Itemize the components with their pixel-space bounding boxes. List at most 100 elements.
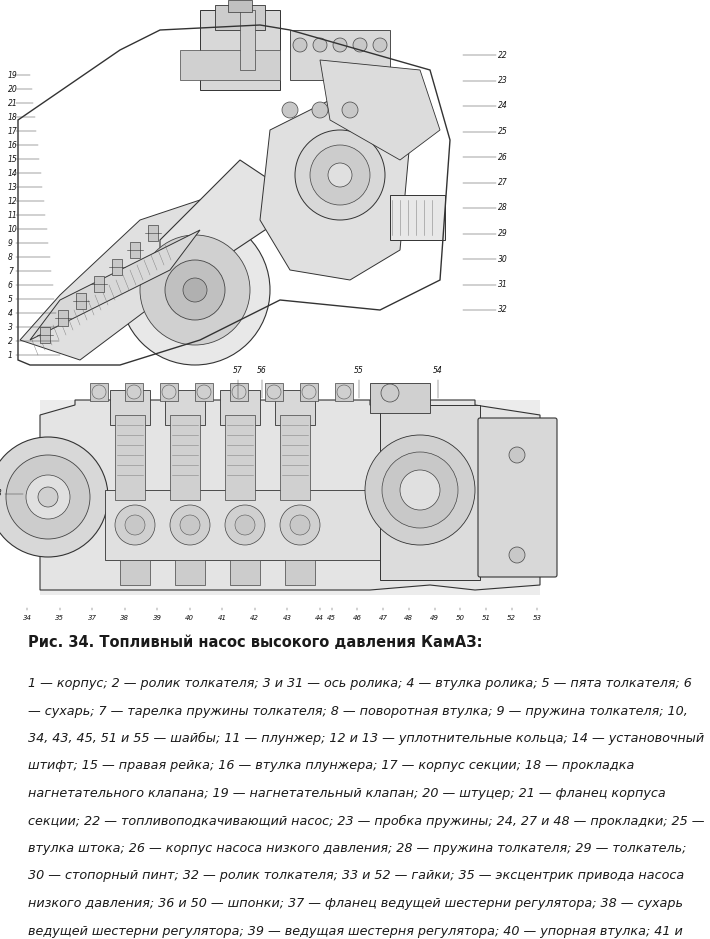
Text: 46: 46	[353, 615, 362, 621]
Text: секции; 22 — топливоподкачивающий насос; 23 — пробка пружины; 24, 27 и 48 — прок: секции; 22 — топливоподкачивающий насос;…	[28, 814, 704, 827]
Text: ведущей шестерни регулятора; 39 — ведущая шестерня регулятора; 40 — упорная втул: ведущей шестерни регулятора; 39 — ведуща…	[28, 925, 683, 937]
Text: 27: 27	[498, 178, 508, 187]
Circle shape	[165, 260, 225, 320]
Circle shape	[0, 437, 108, 557]
Text: 31: 31	[498, 280, 508, 289]
Text: 40: 40	[185, 615, 194, 621]
Circle shape	[509, 547, 525, 563]
Text: 52: 52	[507, 615, 516, 621]
Text: 45: 45	[327, 615, 337, 621]
Text: 48: 48	[404, 615, 413, 621]
Bar	[265, 383, 283, 401]
Text: 23: 23	[498, 76, 508, 85]
Text: 21: 21	[8, 99, 18, 107]
Text: 24: 24	[498, 101, 508, 111]
Bar	[230, 560, 260, 585]
Bar	[148, 225, 158, 241]
Text: 57: 57	[233, 366, 243, 375]
Polygon shape	[40, 400, 540, 590]
Circle shape	[38, 487, 58, 507]
Text: 29: 29	[498, 229, 508, 238]
Bar	[10, 5, 490, 365]
Text: 54: 54	[432, 366, 442, 375]
Text: — сухарь; 7 — тарелка пружины толкателя; 8 — поворотная втулка; 9 — пружина толк: — сухарь; 7 — тарелка пружины толкателя;…	[28, 704, 688, 717]
Bar	[215, 5, 265, 30]
Text: 8: 8	[8, 253, 13, 261]
Bar	[220, 390, 260, 425]
Text: нагнетательного клапана; 19 — нагнетательный клапан; 20 — штуцер; 21 — фланец ко: нагнетательного клапана; 19 — нагнетател…	[28, 787, 666, 800]
Text: 1 — корпус; 2 — ролик толкателя; 3 и 31 — ось ролика; 4 — втулка ролика; 5 — пят: 1 — корпус; 2 — ролик толкателя; 3 и 31 …	[28, 677, 692, 690]
Text: 5: 5	[8, 295, 13, 303]
Bar	[195, 383, 213, 401]
Text: 41: 41	[217, 615, 226, 621]
Circle shape	[280, 505, 320, 545]
Text: 14: 14	[8, 168, 18, 177]
Text: 1: 1	[8, 350, 13, 360]
Circle shape	[382, 452, 458, 528]
Circle shape	[293, 38, 307, 52]
Polygon shape	[320, 60, 440, 160]
Text: 30 — стопорный пинт; 32 — ролик толкателя; 33 и 52 — гайки; 35 — эксцентрик прив: 30 — стопорный пинт; 32 — ролик толкател…	[28, 870, 684, 883]
Text: 33: 33	[0, 489, 3, 499]
Bar	[230, 383, 248, 401]
Text: 55: 55	[354, 366, 364, 375]
Text: 11: 11	[8, 210, 18, 220]
Circle shape	[295, 130, 385, 220]
Text: 30: 30	[498, 254, 508, 264]
Circle shape	[183, 278, 207, 302]
Text: 17: 17	[8, 127, 18, 135]
Circle shape	[125, 515, 145, 535]
Bar	[200, 10, 280, 90]
Text: 56: 56	[257, 366, 267, 375]
Bar	[335, 383, 353, 401]
Text: 38: 38	[120, 615, 129, 621]
FancyBboxPatch shape	[478, 418, 557, 577]
Text: 13: 13	[8, 182, 18, 192]
Circle shape	[115, 505, 155, 545]
Bar	[228, 0, 252, 12]
Text: 22: 22	[498, 51, 508, 59]
Bar	[285, 560, 315, 585]
Bar	[40, 400, 540, 595]
Bar	[160, 383, 178, 401]
Circle shape	[170, 505, 210, 545]
Text: Рис. 34. Топливный насос высокого давления КамАЗ:: Рис. 34. Топливный насос высокого давлен…	[28, 635, 483, 650]
Text: 3: 3	[8, 322, 13, 331]
Text: 9: 9	[8, 239, 13, 248]
Text: 7: 7	[8, 267, 13, 275]
Polygon shape	[160, 160, 300, 300]
Circle shape	[140, 235, 250, 345]
Text: 15: 15	[8, 155, 18, 163]
Circle shape	[302, 385, 316, 399]
Text: 12: 12	[8, 196, 18, 206]
Circle shape	[509, 447, 525, 463]
Bar	[40, 327, 50, 343]
Circle shape	[120, 215, 270, 365]
Bar	[115, 415, 145, 500]
Bar	[105, 490, 385, 560]
Circle shape	[127, 385, 141, 399]
Text: 20: 20	[8, 85, 18, 94]
Circle shape	[353, 38, 367, 52]
Circle shape	[342, 102, 358, 118]
Bar	[165, 390, 205, 425]
Text: 10: 10	[8, 224, 18, 234]
Circle shape	[180, 515, 200, 535]
Bar	[94, 276, 104, 292]
Bar	[90, 383, 108, 401]
Bar	[170, 415, 200, 500]
Circle shape	[6, 455, 90, 539]
Bar	[76, 293, 86, 309]
Text: 18: 18	[8, 113, 18, 121]
Bar	[110, 390, 150, 425]
Circle shape	[333, 38, 347, 52]
Bar	[225, 415, 255, 500]
Text: 35: 35	[55, 615, 64, 621]
Text: 51: 51	[481, 615, 491, 621]
Circle shape	[328, 163, 352, 187]
Polygon shape	[20, 200, 220, 360]
Circle shape	[312, 102, 328, 118]
Bar	[275, 390, 315, 425]
Text: 34, 43, 45, 51 и 55 — шайбы; 11 — плунжер; 12 и 13 — уплотнительные кольца; 14 —: 34, 43, 45, 51 и 55 — шайбы; 11 — плунже…	[28, 732, 704, 745]
Text: низкого давления; 36 и 50 — шпонки; 37 — фланец ведущей шестерни регулятора; 38 : низкого давления; 36 и 50 — шпонки; 37 —…	[28, 897, 683, 910]
